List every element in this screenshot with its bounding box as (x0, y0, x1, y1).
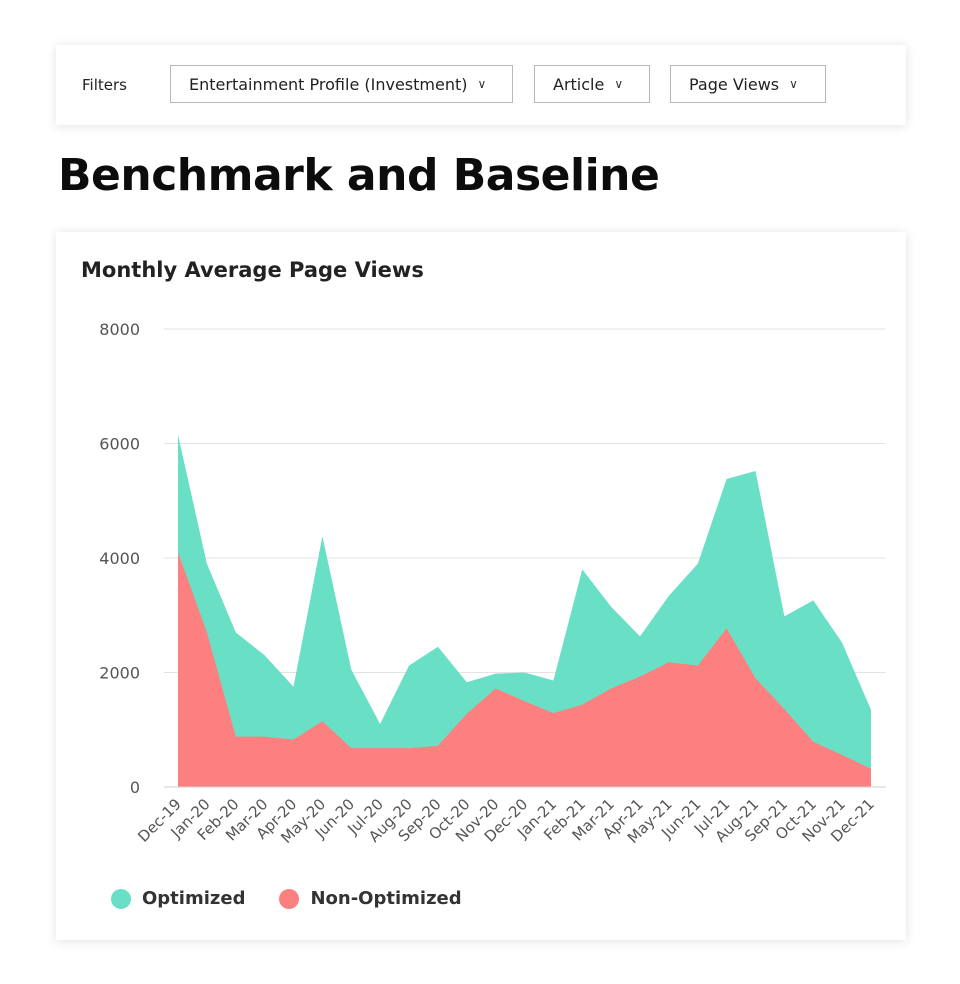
chart-card: Monthly Average Page Views 0 2000 4000 6000… (56, 232, 906, 940)
legend-item-optimized[interactable]: Optimized (111, 888, 245, 909)
legend-label-non-optimized: Non-Optimized (310, 888, 462, 909)
filters-label: Filters (82, 76, 127, 94)
legend-item-non-optimized[interactable]: Non-Optimized (279, 888, 462, 909)
y-tick-label: 0 (130, 778, 140, 797)
chevron-down-icon: ∨ (477, 77, 487, 91)
metric-dropdown[interactable]: Page Views ∨ (670, 65, 826, 103)
content-type-dropdown-value: Article (553, 74, 605, 94)
series-area-non-optimized (178, 552, 871, 787)
chevron-down-icon: ∨ (789, 77, 798, 91)
profile-dropdown[interactable]: Entertainment Profile (Investment) ∨ (170, 65, 513, 103)
profile-dropdown-value: Entertainment Profile (Investment) (189, 74, 468, 94)
y-tick-label: 4000 (99, 549, 140, 568)
chart-title: Monthly Average Page Views (81, 258, 424, 282)
y-tick-label: 8000 (99, 320, 140, 339)
chevron-down-icon: ∨ (614, 77, 624, 91)
area-chart: 02000400060008000Dec-19Jan-20Feb-20Mar-2… (99, 320, 886, 847)
content-type-dropdown[interactable]: Article ∨ (534, 65, 650, 103)
page-title: Benchmark and Baseline (58, 150, 660, 201)
y-tick-label: 6000 (99, 435, 140, 454)
metric-dropdown-value: Page Views (689, 74, 780, 94)
legend-swatch-optimized (111, 888, 131, 909)
chart-legend: Optimized Non-Optimized (111, 888, 496, 909)
filter-bar: Filters Entertainment Profile (Investmen… (56, 45, 906, 125)
y-tick-label: 2000 (99, 664, 140, 683)
legend-label-optimized: Optimized (142, 888, 246, 909)
legend-swatch-non-optimized (279, 888, 300, 909)
